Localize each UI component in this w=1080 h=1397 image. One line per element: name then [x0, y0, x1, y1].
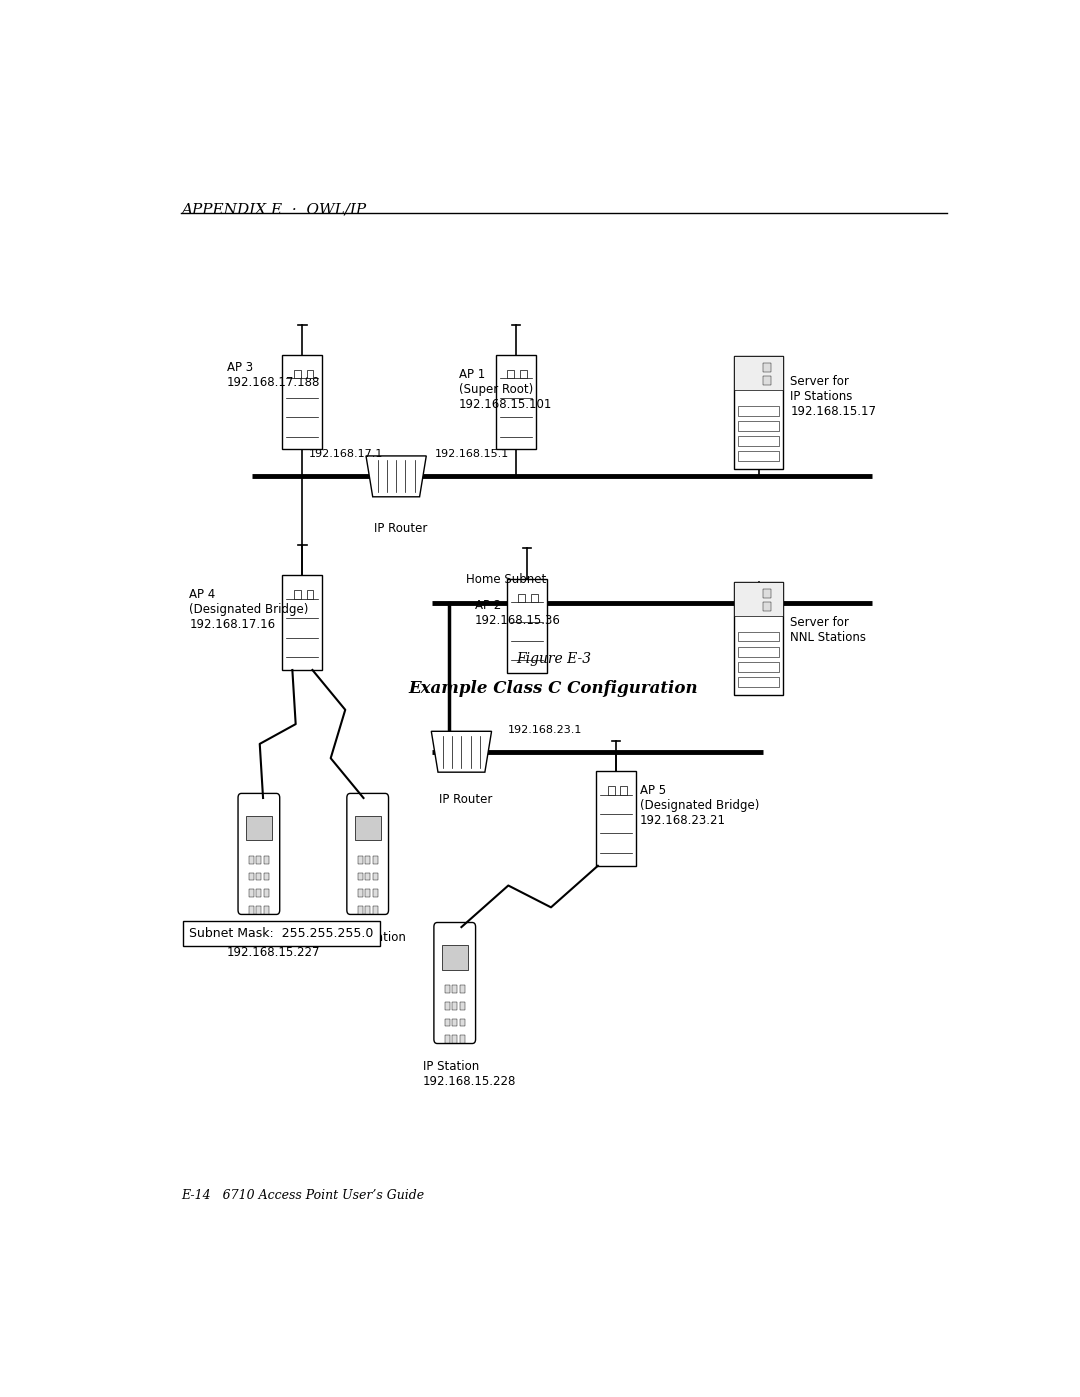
Bar [521, 370, 527, 379]
Bar [264, 907, 269, 914]
Text: IP Router: IP Router [438, 792, 492, 806]
Bar [282, 576, 323, 671]
Bar [373, 873, 378, 880]
FancyBboxPatch shape [347, 793, 389, 915]
Polygon shape [431, 731, 491, 773]
FancyBboxPatch shape [434, 922, 475, 1044]
Bar [460, 1035, 464, 1042]
Bar [734, 356, 783, 469]
Bar [739, 451, 779, 461]
Text: AP 2
192.168.15.36: AP 2 192.168.15.36 [475, 599, 561, 627]
Bar [442, 944, 468, 970]
Text: 192.168.17.1: 192.168.17.1 [309, 450, 383, 460]
Bar [248, 856, 254, 863]
Bar [739, 436, 779, 446]
Bar [734, 356, 783, 390]
Bar [608, 787, 615, 795]
Bar [453, 1018, 457, 1025]
Text: NNL Station: NNL Station [336, 932, 406, 944]
Bar [739, 662, 779, 672]
Bar [294, 591, 300, 599]
Bar [762, 363, 771, 372]
Bar [445, 1035, 449, 1042]
Text: 192.168.15.1: 192.168.15.1 [434, 450, 509, 460]
Text: Home Subnet: Home Subnet [465, 573, 545, 587]
Bar [496, 355, 536, 450]
Bar [365, 907, 370, 914]
Bar [531, 594, 538, 602]
FancyBboxPatch shape [238, 793, 280, 915]
Bar [256, 907, 261, 914]
Text: AP 5
(Designated Bridge)
192.168.23.21: AP 5 (Designated Bridge) 192.168.23.21 [639, 784, 759, 827]
Bar [507, 578, 546, 673]
Bar [460, 985, 464, 993]
Bar [620, 787, 627, 795]
Bar [762, 376, 771, 384]
Bar [365, 873, 370, 880]
Text: IP Station
192.168.15.227: IP Station 192.168.15.227 [227, 932, 321, 960]
Bar [445, 1018, 449, 1025]
Bar [373, 907, 378, 914]
Bar [248, 907, 254, 914]
Bar [453, 1002, 457, 1010]
Bar [248, 890, 254, 897]
Bar [734, 583, 783, 696]
Text: Figure E-3: Figure E-3 [516, 651, 591, 666]
Bar [307, 370, 313, 379]
Bar [453, 1035, 457, 1042]
Bar [518, 594, 525, 602]
Text: 192.168.23.1: 192.168.23.1 [508, 725, 582, 735]
Bar [460, 1018, 464, 1025]
Bar [282, 355, 323, 450]
Bar [357, 856, 363, 863]
Bar [739, 407, 779, 415]
Bar [357, 890, 363, 897]
Bar [354, 816, 381, 841]
Bar [264, 856, 269, 863]
Bar [508, 370, 514, 379]
Bar [246, 816, 272, 841]
Bar [307, 591, 313, 599]
Text: IP Router: IP Router [374, 521, 427, 535]
Bar [445, 1002, 449, 1010]
Bar [256, 856, 261, 863]
Bar [453, 985, 457, 993]
Bar [264, 890, 269, 897]
Bar [762, 590, 771, 598]
Bar [373, 856, 378, 863]
Text: AP 3
192.168.17.188: AP 3 192.168.17.188 [227, 362, 321, 390]
Bar [739, 420, 779, 430]
Bar [739, 678, 779, 687]
Text: AP 4
(Designated Bridge)
192.168.17.16: AP 4 (Designated Bridge) 192.168.17.16 [189, 588, 309, 631]
Bar [373, 890, 378, 897]
Text: AP 1
(Super Root)
192.168.15.101: AP 1 (Super Root) 192.168.15.101 [459, 367, 552, 411]
Bar [762, 602, 771, 610]
Bar [596, 771, 636, 866]
Bar [445, 985, 449, 993]
Text: Server for
IP Stations
192.168.15.17: Server for IP Stations 192.168.15.17 [791, 376, 876, 418]
Text: IP Station
192.168.15.228: IP Station 192.168.15.228 [423, 1060, 516, 1088]
Text: Example Class C Configuration: Example Class C Configuration [408, 680, 699, 697]
Polygon shape [366, 455, 427, 497]
Bar [357, 907, 363, 914]
Bar [264, 873, 269, 880]
Bar [294, 370, 300, 379]
Bar [365, 890, 370, 897]
Bar [365, 856, 370, 863]
Bar [739, 631, 779, 641]
Bar [739, 647, 779, 657]
Bar [248, 873, 254, 880]
Bar [256, 890, 261, 897]
Text: Server for
NNL Stations: Server for NNL Stations [791, 616, 866, 644]
Bar [357, 873, 363, 880]
Bar [460, 1002, 464, 1010]
Bar [256, 873, 261, 880]
Text: APPENDIX E  ·  OWL/IP: APPENDIX E · OWL/IP [181, 203, 366, 217]
Text: Subnet Mask:  255.255.255.0: Subnet Mask: 255.255.255.0 [189, 928, 374, 940]
Bar [734, 583, 783, 616]
Text: E-14   6710 Access Point User’s Guide: E-14 6710 Access Point User’s Guide [181, 1189, 424, 1203]
